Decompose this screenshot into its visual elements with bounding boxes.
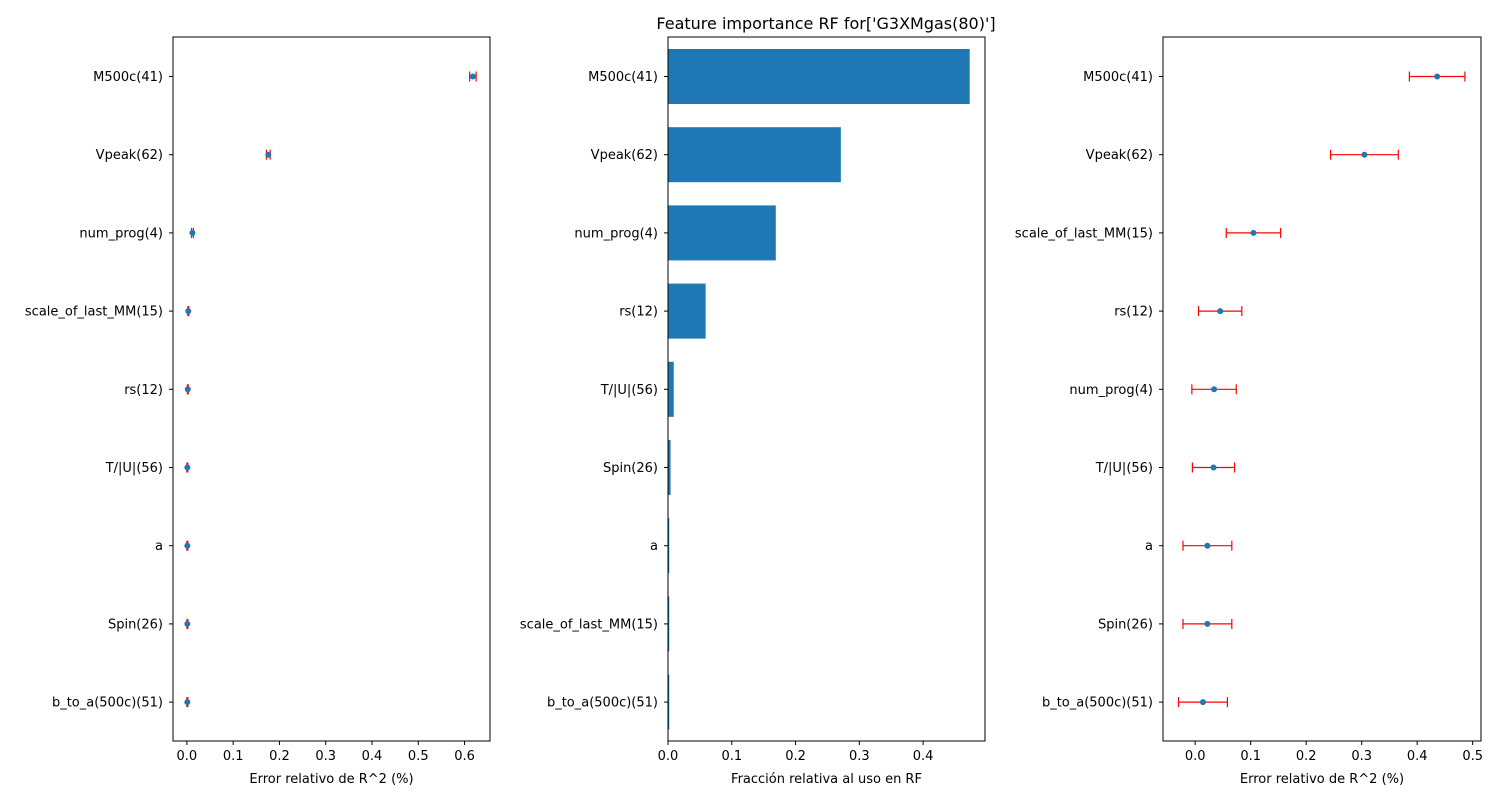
point-7 — [1204, 620, 1211, 627]
bar-8 — [668, 674, 670, 730]
xtick-label-3: 0.3 — [1351, 749, 1372, 764]
ytick-label-2: scale_of_last_MM(15) — [1015, 226, 1153, 241]
xtick-label-3: 0.3 — [849, 749, 870, 764]
ytick-label-0: M500c(41) — [93, 70, 163, 85]
bar-3 — [668, 283, 706, 339]
xtick-label-4: 0.4 — [362, 749, 383, 764]
ytick-label-1: Vpeak(62) — [1086, 148, 1153, 163]
ytick-label-1: Vpeak(62) — [591, 148, 658, 163]
ytick-label-3: scale_of_last_MM(15) — [25, 305, 163, 320]
panel-rf-usage-bars: M500c(41) Vpeak(62) num_prog(4) rs(12) T/|U|… — [520, 36, 986, 787]
ytick-label-2: num_prog(4) — [79, 226, 163, 241]
point-1 — [1361, 151, 1368, 158]
xtick-label-1: 0.1 — [223, 749, 244, 764]
ytick-label-2: num_prog(4) — [574, 226, 658, 241]
ytick-label-5: T/|U|(56) — [1095, 461, 1153, 476]
ytick-label-0: M500c(41) — [588, 70, 658, 85]
bar-5 — [668, 440, 671, 495]
bar-2 — [668, 205, 776, 261]
xtick-label-0: 0.0 — [1185, 749, 1206, 764]
x-axis-title: Error relativo de R^2 (%) — [249, 772, 413, 787]
x-axis-title: Fracción relativa al uso en RF — [731, 772, 922, 787]
ytick-label-8: b_to_a(500c)(51) — [1042, 696, 1153, 711]
ytick-label-0: M500c(41) — [1083, 70, 1153, 85]
point-4 — [184, 386, 191, 393]
ytick-label-7: Spin(26) — [1098, 617, 1153, 632]
point-2 — [1250, 229, 1257, 236]
bar-1 — [668, 127, 841, 183]
xtick-label-0: 0.0 — [177, 749, 198, 764]
point-6 — [1204, 542, 1211, 549]
point-2 — [189, 229, 196, 236]
ytick-label-6: a — [1145, 539, 1153, 554]
point-5 — [184, 464, 191, 471]
point-7 — [184, 620, 191, 627]
bar-7 — [668, 596, 670, 652]
xtick-label-2: 0.2 — [1296, 749, 1317, 764]
xtick-label-4: 0.4 — [913, 749, 934, 764]
point-1 — [265, 151, 272, 158]
point-4 — [1211, 386, 1218, 393]
xtick-label-4: 0.4 — [1407, 749, 1428, 764]
ytick-label-3: rs(12) — [1114, 305, 1153, 320]
bar-0 — [668, 49, 970, 104]
point-0 — [469, 73, 476, 80]
axes-frame — [172, 36, 491, 742]
xtick-label-6: 0.6 — [454, 749, 475, 764]
xtick-label-1: 0.1 — [1240, 749, 1261, 764]
ytick-label-4: num_prog(4) — [1069, 383, 1153, 398]
ytick-label-5: T/|U|(56) — [105, 461, 163, 476]
ytick-label-5: Spin(26) — [603, 461, 658, 476]
panel-r2-error-left: M500c(41) Vpeak(62) num_prog(4) scale_of_la… — [25, 36, 491, 787]
ytick-label-1: Vpeak(62) — [96, 148, 163, 163]
xtick-label-5: 0.5 — [1462, 749, 1483, 764]
bar-4 — [668, 361, 674, 417]
point-8 — [184, 699, 191, 706]
xtick-label-2: 0.2 — [785, 749, 806, 764]
ytick-label-6: a — [155, 539, 163, 554]
xtick-label-3: 0.3 — [315, 749, 336, 764]
xtick-label-2: 0.2 — [269, 749, 290, 764]
ytick-label-3: rs(12) — [619, 305, 658, 320]
ytick-label-4: T/|U|(56) — [600, 383, 658, 398]
x-axis-title: Error relativo de R^2 (%) — [1240, 772, 1404, 787]
xtick-label-5: 0.5 — [408, 749, 429, 764]
bar-6 — [668, 518, 670, 574]
ytick-label-8: b_to_a(500c)(51) — [547, 696, 658, 711]
xtick-label-0: 0.0 — [658, 749, 679, 764]
point-6 — [184, 542, 191, 549]
figure-title: Feature importance RF for['G3XMgas(80)'] — [656, 14, 995, 33]
ytick-label-4: rs(12) — [124, 383, 163, 398]
ytick-label-7: scale_of_last_MM(15) — [520, 617, 658, 632]
point-3 — [1217, 308, 1224, 315]
point-5 — [1210, 464, 1217, 471]
xtick-label-1: 0.1 — [721, 749, 742, 764]
point-3 — [185, 308, 192, 315]
ytick-label-8: b_to_a(500c)(51) — [52, 696, 163, 711]
ytick-label-6: a — [650, 539, 658, 554]
panel-r2-error-right: M500c(41) Vpeak(62) scale_of_last_MM(15)rs… — [1015, 36, 1483, 787]
ytick-label-7: Spin(26) — [108, 617, 163, 632]
point-0 — [1434, 73, 1441, 80]
point-8 — [1199, 699, 1206, 706]
